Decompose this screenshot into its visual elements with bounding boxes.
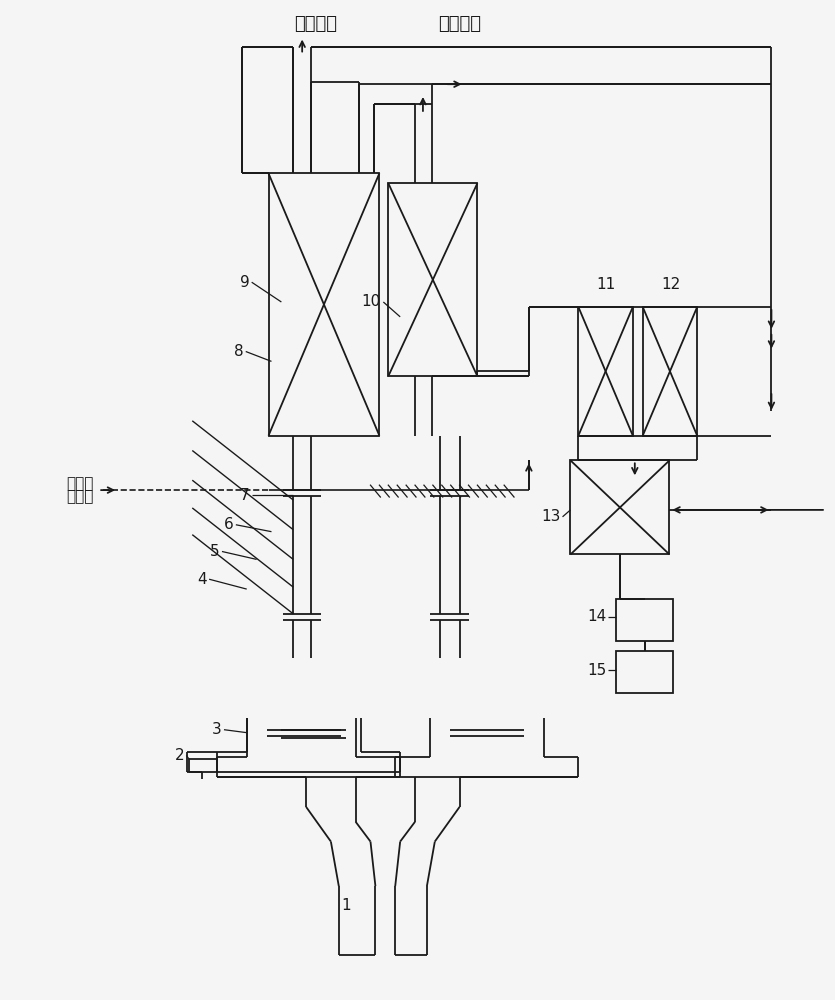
Text: 低压透平: 低压透平 bbox=[295, 15, 337, 33]
Text: 高压透平: 高压透平 bbox=[438, 15, 481, 33]
Bar bbox=[616, 599, 673, 641]
Text: 2: 2 bbox=[175, 748, 185, 763]
Text: 平排气: 平排气 bbox=[66, 490, 94, 505]
Text: 12: 12 bbox=[660, 277, 680, 292]
Bar bbox=[616, 651, 673, 693]
Text: 15: 15 bbox=[587, 663, 606, 678]
Text: 9: 9 bbox=[240, 275, 250, 290]
Bar bbox=[570, 460, 670, 554]
Text: 7: 7 bbox=[240, 488, 250, 503]
Bar bbox=[269, 173, 379, 436]
Bar bbox=[643, 307, 697, 436]
Text: 14: 14 bbox=[587, 609, 606, 624]
Bar bbox=[579, 307, 633, 436]
Text: 10: 10 bbox=[361, 294, 381, 309]
Text: 6: 6 bbox=[224, 517, 234, 532]
Text: 8: 8 bbox=[234, 344, 244, 359]
Text: 4: 4 bbox=[198, 572, 207, 587]
Text: 13: 13 bbox=[541, 509, 560, 524]
Text: 3: 3 bbox=[212, 722, 222, 737]
Text: 5: 5 bbox=[210, 544, 220, 559]
Text: 1: 1 bbox=[341, 898, 351, 913]
Text: 高压透: 高压透 bbox=[66, 476, 94, 491]
Text: 11: 11 bbox=[596, 277, 615, 292]
Bar bbox=[388, 183, 478, 376]
